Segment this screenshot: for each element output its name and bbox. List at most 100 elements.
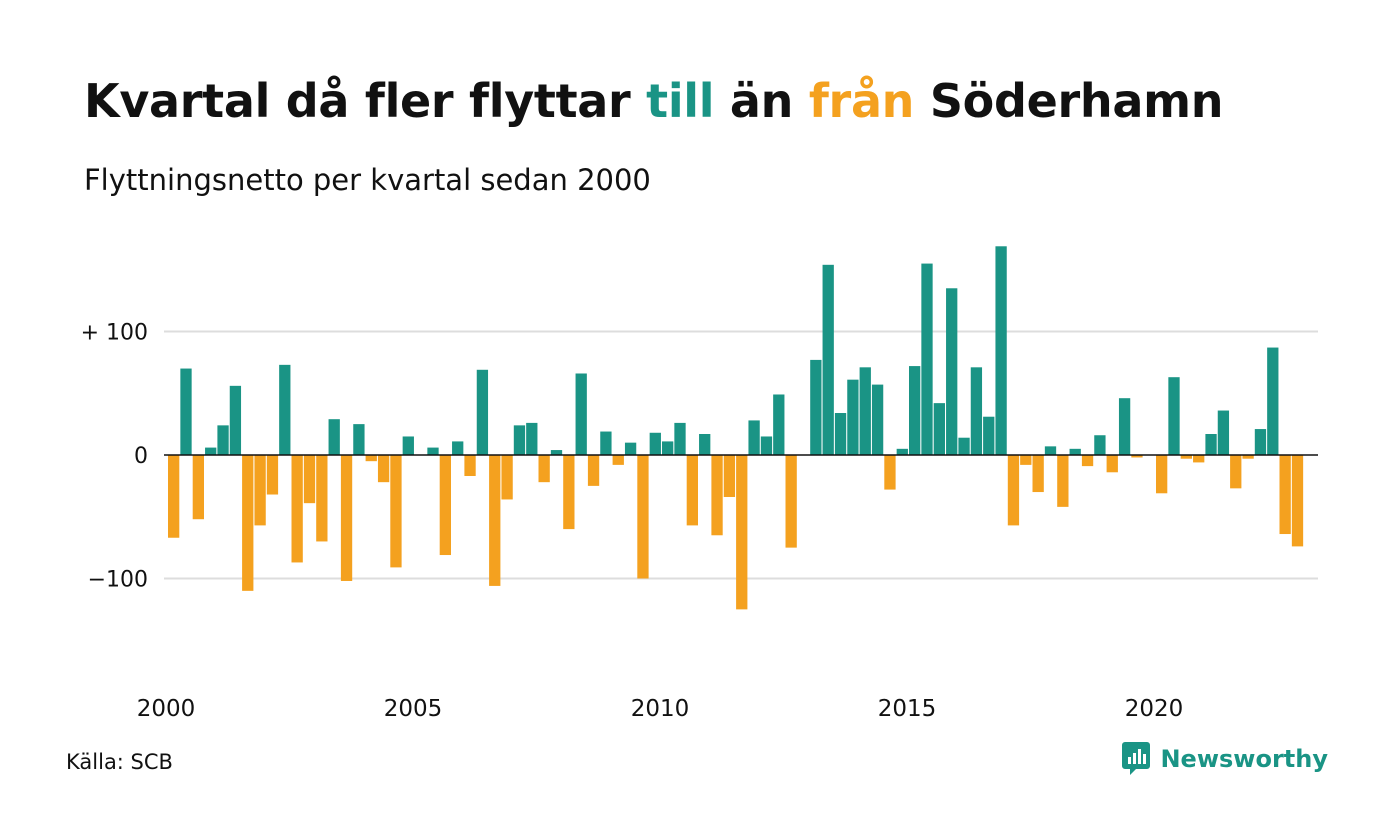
x-tick-label: 2020 (1125, 696, 1184, 722)
bar-positive (402, 436, 414, 455)
bar-positive (933, 403, 945, 455)
bar-positive (834, 413, 847, 455)
y-tick-label: + 100 (81, 321, 148, 346)
axis-layer: + 100 0 −100 2000 2005 2010 2015 2020 (81, 321, 1318, 722)
bar-positive (575, 373, 587, 455)
bar-positive (1168, 377, 1180, 455)
bar-positive (1254, 429, 1267, 455)
bar-negative (168, 455, 180, 538)
bar-negative (1279, 455, 1291, 535)
bar-positive (760, 436, 773, 455)
bar-positive (674, 422, 686, 455)
bar-positive (958, 437, 970, 455)
source-note: Källa: SCB (66, 750, 173, 774)
bar-positive (1267, 347, 1279, 455)
y-tick-label: −100 (88, 568, 148, 593)
bars-layer (168, 246, 1304, 610)
bar-negative (254, 455, 266, 526)
bar-positive (995, 246, 1007, 455)
newsworthy-logo: Newsworthy (1122, 742, 1328, 776)
bar-positive (1118, 398, 1131, 455)
bar-positive (600, 431, 612, 455)
bar-negative (303, 455, 316, 504)
bar-negative (340, 455, 353, 581)
bar-negative (390, 455, 402, 568)
bar-negative (316, 455, 328, 542)
bar-negative (1106, 455, 1118, 473)
bar-positive (550, 450, 563, 455)
bar-negative (501, 455, 513, 500)
bar-negative (1057, 455, 1069, 507)
bar-negative (1180, 455, 1192, 459)
title-negative-word: från (808, 74, 915, 128)
bar-negative (1131, 455, 1143, 458)
title-part-3: Söderhamn (914, 74, 1224, 128)
bar-positive (513, 425, 526, 455)
bar-negative (884, 455, 896, 490)
y-tick-label: 0 (134, 444, 148, 469)
bar-negative (538, 455, 550, 483)
x-tick-label: 2015 (878, 696, 937, 722)
bar-positive (699, 434, 711, 455)
bar-positive (427, 447, 439, 455)
bar-positive (847, 379, 859, 455)
bar-negative (464, 455, 476, 476)
bar-positive (970, 367, 983, 455)
title-part-1: Kvartal då fler flyttar (84, 74, 647, 128)
bar-positive (859, 367, 871, 455)
bar-positive (1094, 435, 1106, 455)
bar-positive (822, 264, 834, 455)
bar-positive (229, 385, 242, 455)
bar-negative (291, 455, 303, 563)
bar-positive (1069, 448, 1081, 455)
bar-negative (439, 455, 451, 556)
bar-negative (1081, 455, 1094, 467)
bar-negative (266, 455, 279, 495)
newsworthy-logo-icon (1122, 742, 1151, 775)
bar-negative (612, 455, 624, 465)
bar-negative (1156, 455, 1168, 494)
bar-positive (180, 368, 192, 455)
bar-positive (983, 416, 995, 455)
bar-positive (1044, 446, 1057, 455)
bar-negative (736, 455, 748, 610)
bar-negative (637, 455, 649, 579)
chart-title: Kvartal då fler flyttar till än från Söd… (84, 74, 1223, 128)
bar-negative (1242, 455, 1254, 459)
bar-negative (1020, 455, 1032, 465)
bar-positive (476, 369, 489, 455)
bar-negative (1032, 455, 1044, 493)
bar-positive (748, 420, 760, 455)
bar-negative (711, 455, 723, 536)
bar-positive (452, 441, 464, 455)
bar-positive (205, 447, 217, 455)
bar-positive (773, 394, 785, 455)
title-positive-word: till (646, 74, 715, 128)
bar-positive (328, 419, 340, 455)
bar-positive (662, 441, 674, 455)
bar-positive (649, 432, 661, 455)
bar-negative (242, 455, 254, 591)
bar-positive (896, 448, 908, 455)
bar-positive (353, 424, 365, 455)
bar-negative (686, 455, 698, 526)
bar-negative (365, 455, 377, 462)
x-tick-label: 2005 (384, 696, 443, 722)
bar-positive (217, 425, 229, 455)
bar-positive (624, 442, 637, 455)
chart-subtitle: Flyttningsnetto per kvartal sedan 2000 (84, 163, 651, 197)
bar-positive (921, 263, 933, 455)
bar-positive (946, 288, 958, 455)
x-tick-label: 2000 (137, 696, 196, 722)
bar-negative (1193, 455, 1205, 463)
bar-positive (526, 422, 538, 455)
bar-negative (489, 455, 501, 586)
bar-positive (909, 366, 921, 455)
bar-negative (1007, 455, 1020, 526)
bar-positive (1217, 410, 1230, 455)
bar-positive (810, 359, 822, 455)
bar-negative (1230, 455, 1242, 489)
bar-positive (871, 384, 884, 455)
bar-negative (587, 455, 600, 486)
bar-negative (377, 455, 390, 483)
